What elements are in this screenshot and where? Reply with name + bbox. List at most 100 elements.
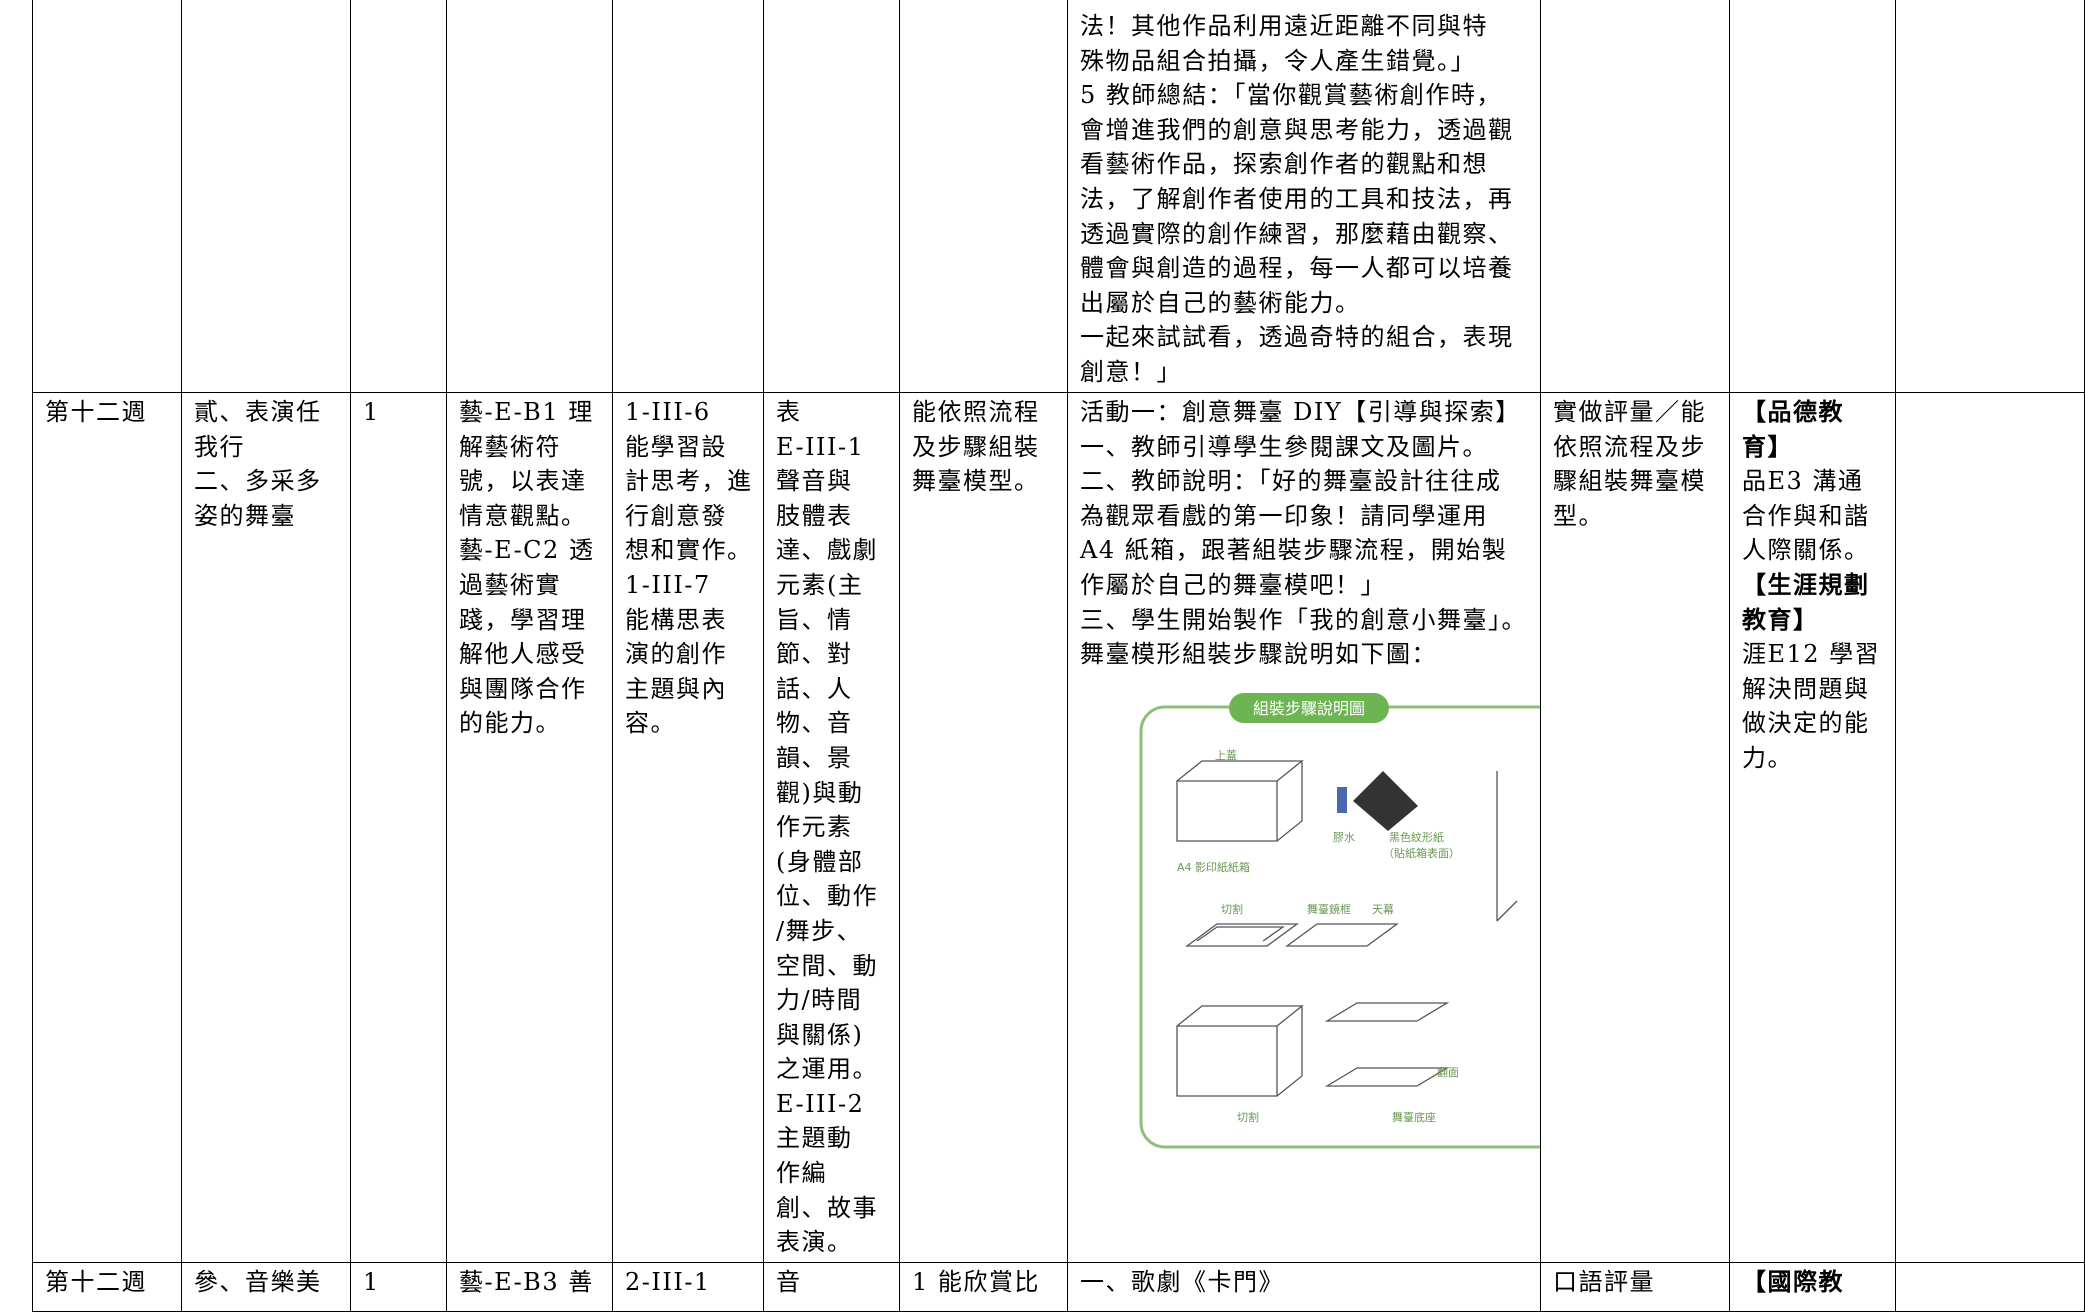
text-line: 解藝術符 xyxy=(459,432,561,461)
text-line: 1 xyxy=(363,1268,380,1296)
table-cell: 【品德教 育】 品E3 溝通 合作與和諧 人際關係。 【生涯規劃 教育】 涯E12 學習 解決問… xyxy=(1729,391,1897,1263)
text-line: 作編 xyxy=(776,1159,827,1188)
table-cell: 法！其他作品利用遠近距離不同與特 殊物品組合拍攝，令人產生錯覺。」 5 教師總結：「… xyxy=(1067,0,1542,393)
text-line: 1 能欣賞比 xyxy=(912,1268,1040,1296)
text-line: 之運用。 xyxy=(776,1055,878,1084)
figure-label: 膠水 xyxy=(1333,831,1355,844)
text-line: 一起來試試看，透過奇特的組合，表現 xyxy=(1080,323,1514,352)
text-line: 旨、情 xyxy=(776,605,853,634)
text-line: 法！其他作品利用遠近距離不同與特 xyxy=(1080,12,1488,40)
table-cell: 1 能欣賞比 xyxy=(899,1261,1069,1312)
text-line: 法，了解創作者使用的工具和技法，再 xyxy=(1080,184,1514,213)
assembly-figure: 組裝步驟說明圖 上蓋 A4 影印紙紙箱 膠水 黑色紋形紙 （貼紙箱表面） 切割 舞臺鏡框 天幕… xyxy=(1139,693,1540,1149)
table-cell: 2-III-1 xyxy=(612,1261,765,1312)
text-line: 能學習設 xyxy=(625,432,727,461)
text-line: 能構思表 xyxy=(625,605,727,634)
table-cell: 一、歌劇《卡門》 xyxy=(1067,1261,1542,1312)
text-line: 解他人感受 xyxy=(459,640,587,669)
table-cell: 藝-E-B3 善 xyxy=(446,1261,614,1312)
table-cell: 1 xyxy=(350,391,448,1263)
text-line: 號，以表達 xyxy=(459,467,587,496)
text-line: 計思考，進 xyxy=(625,467,753,496)
text-line: 實做評量／能 xyxy=(1553,398,1706,426)
text-line: 一、教師引導學生參閱課文及圖片。 xyxy=(1080,432,1488,461)
text-line: 做決定的能 xyxy=(1742,709,1870,738)
text-line: 1 xyxy=(363,398,380,426)
text-line: 二、教師說明：「好的舞臺設計往往成 xyxy=(1080,467,1502,496)
figure-label: （貼紙箱表面） xyxy=(1383,846,1460,860)
text-line: 及步驟組裝 xyxy=(912,432,1040,461)
table-cell xyxy=(612,0,765,393)
text-line: 力/時間 xyxy=(776,986,863,1015)
table-cell: 參、音樂美 xyxy=(181,1261,352,1312)
text-line: 觀)與動 xyxy=(776,778,864,807)
table-cell xyxy=(350,0,448,393)
text-line: 力。 xyxy=(1742,743,1793,772)
text-line: 藝-E-C2 透 xyxy=(459,536,595,565)
table-cell xyxy=(763,0,901,393)
figure-label: 切割 xyxy=(1221,902,1243,916)
figure-label: 舞臺鏡框 xyxy=(1307,902,1351,916)
text-line: 表 xyxy=(776,398,802,426)
figure-frame xyxy=(1139,705,1540,1149)
table-cell xyxy=(1895,0,2085,393)
text-line: 過藝術實 xyxy=(459,570,561,599)
text-line: 教育】 xyxy=(1742,604,1819,634)
text-line: E-III-2 xyxy=(776,1089,865,1118)
text-line: 踐，學習理 xyxy=(459,605,587,634)
text-line: 達、戲劇 xyxy=(776,536,878,565)
table-cell: 能依照流程及步驟組裝舞臺模型。 xyxy=(899,391,1069,1263)
text-line: 看藝術作品，探索創作者的觀點和想 xyxy=(1080,150,1488,179)
black-paper xyxy=(1353,771,1418,831)
text-line: 口語評量 xyxy=(1553,1268,1655,1296)
text-line: 藝-E-B3 善 xyxy=(459,1268,594,1296)
text-line: 舞臺模型。 xyxy=(912,467,1040,496)
text-line: 體會與創造的過程，每一人都可以培養 xyxy=(1080,254,1514,283)
text-line: 行創意發 xyxy=(625,501,727,530)
text-line: 能依照流程 xyxy=(912,398,1040,426)
text-line: 與關係) xyxy=(776,1020,864,1049)
text-line: 藝-E-B1 理 xyxy=(459,398,594,426)
text-line: 人際關係。 xyxy=(1742,536,1870,565)
figure-title: 組裝步驟說明圖 xyxy=(1253,699,1365,718)
table-cell xyxy=(1729,0,1897,393)
table-cell xyxy=(181,0,352,393)
text-line: 2-III-1 xyxy=(625,1268,711,1296)
text-line: 演的創作 xyxy=(625,640,727,669)
figure-label: 天幕 xyxy=(1372,902,1394,916)
table-cell xyxy=(1540,0,1731,393)
text-line: 參、音樂美 xyxy=(194,1268,322,1296)
text-line: 驟組裝舞臺模 xyxy=(1553,467,1706,496)
text-line: 與團隊合作 xyxy=(459,674,587,703)
text-line: 話、人 xyxy=(776,674,853,703)
text-line: 型。 xyxy=(1553,501,1604,530)
text-line: 作屬於自己的舞臺模吧！」 xyxy=(1080,570,1386,599)
text-line: 三、學生開始製作「我的創意小舞臺」。 xyxy=(1080,605,1527,634)
text-line: 【生涯規劃 xyxy=(1742,569,1870,599)
figure-label: 舞臺底座 xyxy=(1392,1110,1436,1124)
text-line: 韻、景 xyxy=(776,743,853,772)
table-cell: 【國際教 xyxy=(1729,1261,1897,1312)
text-line: 涯E12 學習 xyxy=(1742,640,1881,669)
figure-label: A4 影印紙紙箱 xyxy=(1177,860,1250,874)
table-cell xyxy=(1895,391,2085,1263)
text-line: 活動一：創意舞臺 DIY【引導與探索】 xyxy=(1080,398,1521,426)
text-line: 容。 xyxy=(625,709,676,738)
text-line: 貳、表演任 xyxy=(194,398,322,426)
text-line: 創意！」 xyxy=(1080,357,1182,386)
figure-label: 翻面 xyxy=(1437,1065,1459,1079)
text-line: 會增進我們的創意與思考能力，透過觀 xyxy=(1080,115,1514,144)
table-cell xyxy=(32,0,183,393)
text-line: 表演。 xyxy=(776,1228,853,1257)
text-line: 位、動作 xyxy=(776,882,878,911)
table-cell: 音 xyxy=(763,1261,901,1312)
text-line: 合作與和諧 xyxy=(1742,501,1870,530)
text-line: 【國際教 xyxy=(1742,1267,1844,1296)
text-line: 音 xyxy=(776,1268,802,1296)
text-line: 我行 xyxy=(194,432,245,461)
text-line: 依照流程及步 xyxy=(1553,432,1706,461)
table-cell: 第十二週 xyxy=(32,1261,183,1312)
text-line: 透過實際的創作練習，那麼藉由觀察、 xyxy=(1080,219,1514,248)
figure-drawings xyxy=(1176,760,1518,1097)
